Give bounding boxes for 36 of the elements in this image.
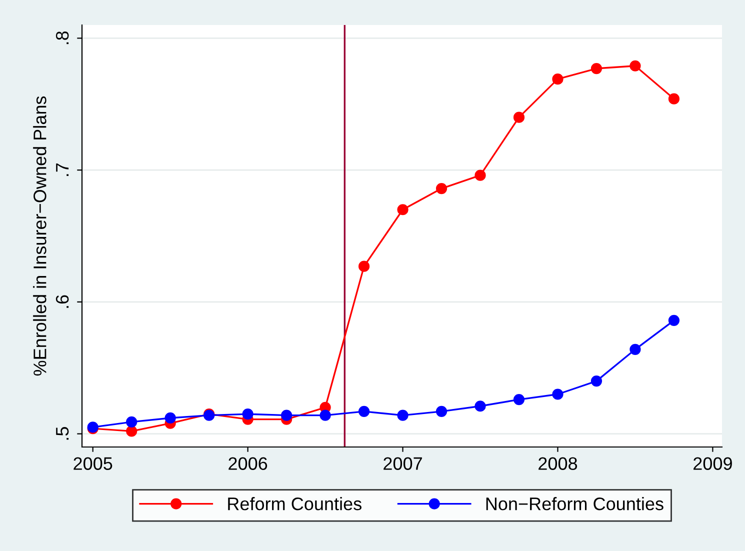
point (358, 260, 370, 272)
point (552, 388, 564, 400)
y-tick-label: .5 (56, 427, 69, 440)
y-tick-label: .6 (56, 295, 69, 308)
point (630, 344, 641, 355)
legend-label: Reform Counties (228, 497, 362, 510)
point (513, 394, 525, 406)
x-tick-label: 2008 (538, 457, 578, 470)
x-tick-label: 2007 (384, 457, 422, 470)
y-axis-title: %Enrolled in Insurer−Owned Plans (33, 96, 46, 376)
point (126, 416, 138, 428)
point (397, 204, 408, 216)
y-tick-label: .7 (56, 163, 69, 176)
point (668, 314, 680, 326)
point (242, 408, 254, 420)
point (164, 412, 176, 424)
point (474, 170, 486, 181)
point (436, 182, 448, 194)
point (590, 376, 602, 387)
y-tick-label: .8 (56, 31, 69, 44)
x-tick-label: 2005 (74, 457, 112, 470)
point (358, 406, 370, 417)
legend-label: Non−Reform Counties (486, 497, 664, 510)
point (126, 426, 138, 437)
point (397, 410, 408, 421)
x-tick-label: 2009 (694, 457, 732, 470)
point (552, 74, 564, 85)
point (513, 112, 525, 123)
point (280, 410, 292, 421)
point (474, 400, 486, 412)
point (668, 93, 680, 104)
point (630, 60, 641, 72)
x-tick-label: 2006 (228, 457, 268, 470)
point (436, 406, 448, 417)
point (320, 410, 331, 421)
point (590, 62, 602, 74)
